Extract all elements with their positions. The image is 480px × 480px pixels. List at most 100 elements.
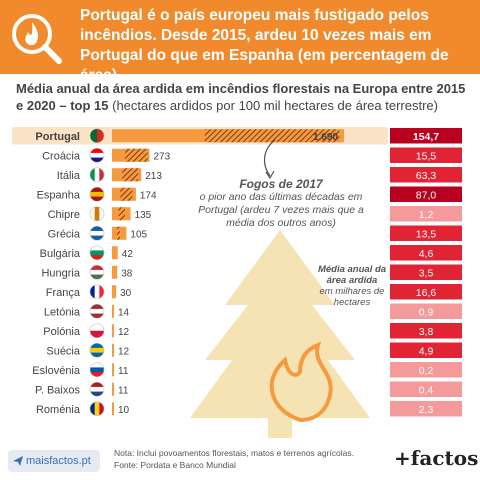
country-label: Grécia (48, 228, 81, 240)
flag-icon (90, 167, 104, 182)
tree-icon (190, 230, 370, 418)
country-label: Suécia (46, 345, 81, 357)
arrow-head-icon (265, 170, 275, 180)
flag-icon (90, 304, 104, 319)
bar (112, 246, 118, 260)
bar-2017-hatch (125, 148, 148, 162)
flag-outline (89, 225, 105, 241)
subtitle-main: Média anual da área ardida em incêndios … (16, 81, 466, 113)
flag-outline (89, 401, 105, 417)
bar-value-label: 14 (118, 307, 130, 318)
area-value-label: 63,3 (416, 170, 437, 182)
area-cell (390, 323, 462, 339)
bar (112, 363, 114, 377)
country-label: Roménia (36, 404, 81, 416)
country-label: Hungria (41, 267, 80, 279)
bar-value-label: 213 (145, 171, 162, 182)
area-value-label: 2,3 (419, 404, 434, 416)
flag-outline (89, 362, 105, 378)
bar-2017-hatch (117, 226, 120, 240)
area-cell (390, 147, 462, 163)
annotation-arrow (264, 139, 276, 177)
flag-icon (90, 187, 104, 202)
country-label: Itália (57, 170, 81, 182)
area-value-label: 13,5 (416, 228, 437, 240)
brand-logo: +factos (394, 446, 479, 470)
area-value-label: 15,5 (416, 150, 437, 162)
bar-value-label: 11 (118, 385, 129, 396)
area-value-label: 87,0 (416, 189, 437, 201)
flag-outline (89, 303, 105, 319)
site-logo[interactable]: maisfactos.pt (8, 450, 100, 472)
flag-icon (90, 206, 104, 221)
flag-icon (90, 284, 104, 299)
flag-outline (89, 206, 105, 222)
flag-outline (89, 167, 105, 183)
fire-search-icon (12, 14, 62, 64)
flag-icon (90, 362, 104, 377)
bar-2017-hatch (120, 187, 133, 201)
area-value-label: 0,4 (419, 384, 434, 396)
flag-icon (90, 323, 104, 338)
footer-note-line1: Nota: Inclui povoamentos florestais, mat… (114, 448, 355, 458)
bar-2017-hatch (122, 168, 139, 182)
flag-outline (89, 342, 105, 358)
bar-value-label: 174 (140, 190, 157, 201)
area-cell (390, 167, 462, 183)
area-cell (390, 225, 462, 241)
flame-icon (269, 341, 333, 423)
area-cell (390, 342, 462, 358)
bar (112, 343, 114, 357)
annotation-2017: Fogos de 2017 o pior ano das últimas déc… (196, 178, 366, 230)
bar-value-label: 10 (118, 405, 130, 416)
subtitle-units: (hectares ardidos por 100 mil hectares d… (108, 98, 438, 113)
country-label: França (46, 287, 81, 299)
paper-plane-icon (13, 456, 23, 466)
annotation-2017-text: o pior ano das últimas décadas em Portug… (198, 191, 364, 229)
flag-icon (90, 343, 104, 358)
flag-outline (89, 323, 105, 339)
bar-2017-hatch (204, 129, 340, 143)
flag-outline (89, 128, 105, 144)
area-legend-title: Média anual da área ardida (317, 264, 387, 286)
flag-icon (90, 226, 104, 241)
header-headline: Portugal é o país europeu mais fustigado… (80, 7, 449, 84)
area-cell (390, 362, 462, 378)
area-value-label: 3,8 (419, 326, 434, 338)
flag-icon (90, 148, 104, 163)
bar-value-label: 1.690 (313, 132, 338, 143)
flag-outline (89, 284, 105, 300)
bar-value-label: 38 (121, 268, 133, 279)
area-cell (390, 381, 462, 397)
area-legend: Média anual da área ardida em milhares d… (314, 264, 390, 308)
flag-outline (89, 264, 105, 280)
area-value-label: 0,9 (419, 306, 434, 318)
bar-value-label: 135 (135, 210, 152, 221)
bar-value-label: 12 (118, 346, 130, 357)
bar-value-label: 30 (120, 288, 132, 299)
site-logo-text: maisfactos.pt (26, 455, 91, 467)
area-value-label: 4,9 (419, 345, 434, 357)
flag-outline (89, 186, 105, 202)
country-label: Letónia (44, 306, 81, 318)
area-value-label: 3,5 (419, 267, 434, 279)
area-cell (390, 206, 462, 222)
flag-outline (89, 147, 105, 163)
area-value-label: 154,7 (413, 131, 439, 143)
flag-icon (90, 128, 104, 143)
chart-subtitle: Média anual da área ardida em incêndios … (16, 80, 472, 114)
annotation-2017-title: Fogos de 2017 (239, 177, 323, 191)
bar (112, 285, 117, 299)
area-value-label: 16,6 (416, 287, 437, 299)
bar (112, 304, 114, 318)
bar-chart: Portugal 1.690 154,7 Croácia 273 15,5 Itália 21… (12, 127, 462, 438)
country-label: P. Baixos (35, 384, 81, 396)
country-label: Croácia (42, 150, 81, 162)
country-label: Polónia (43, 326, 81, 338)
bar (112, 265, 118, 279)
country-label: Portugal (35, 131, 80, 143)
flag-outline (89, 245, 105, 261)
flag-icon (90, 265, 104, 280)
bar-value-label: 273 (153, 151, 170, 162)
area-cell (390, 401, 462, 417)
